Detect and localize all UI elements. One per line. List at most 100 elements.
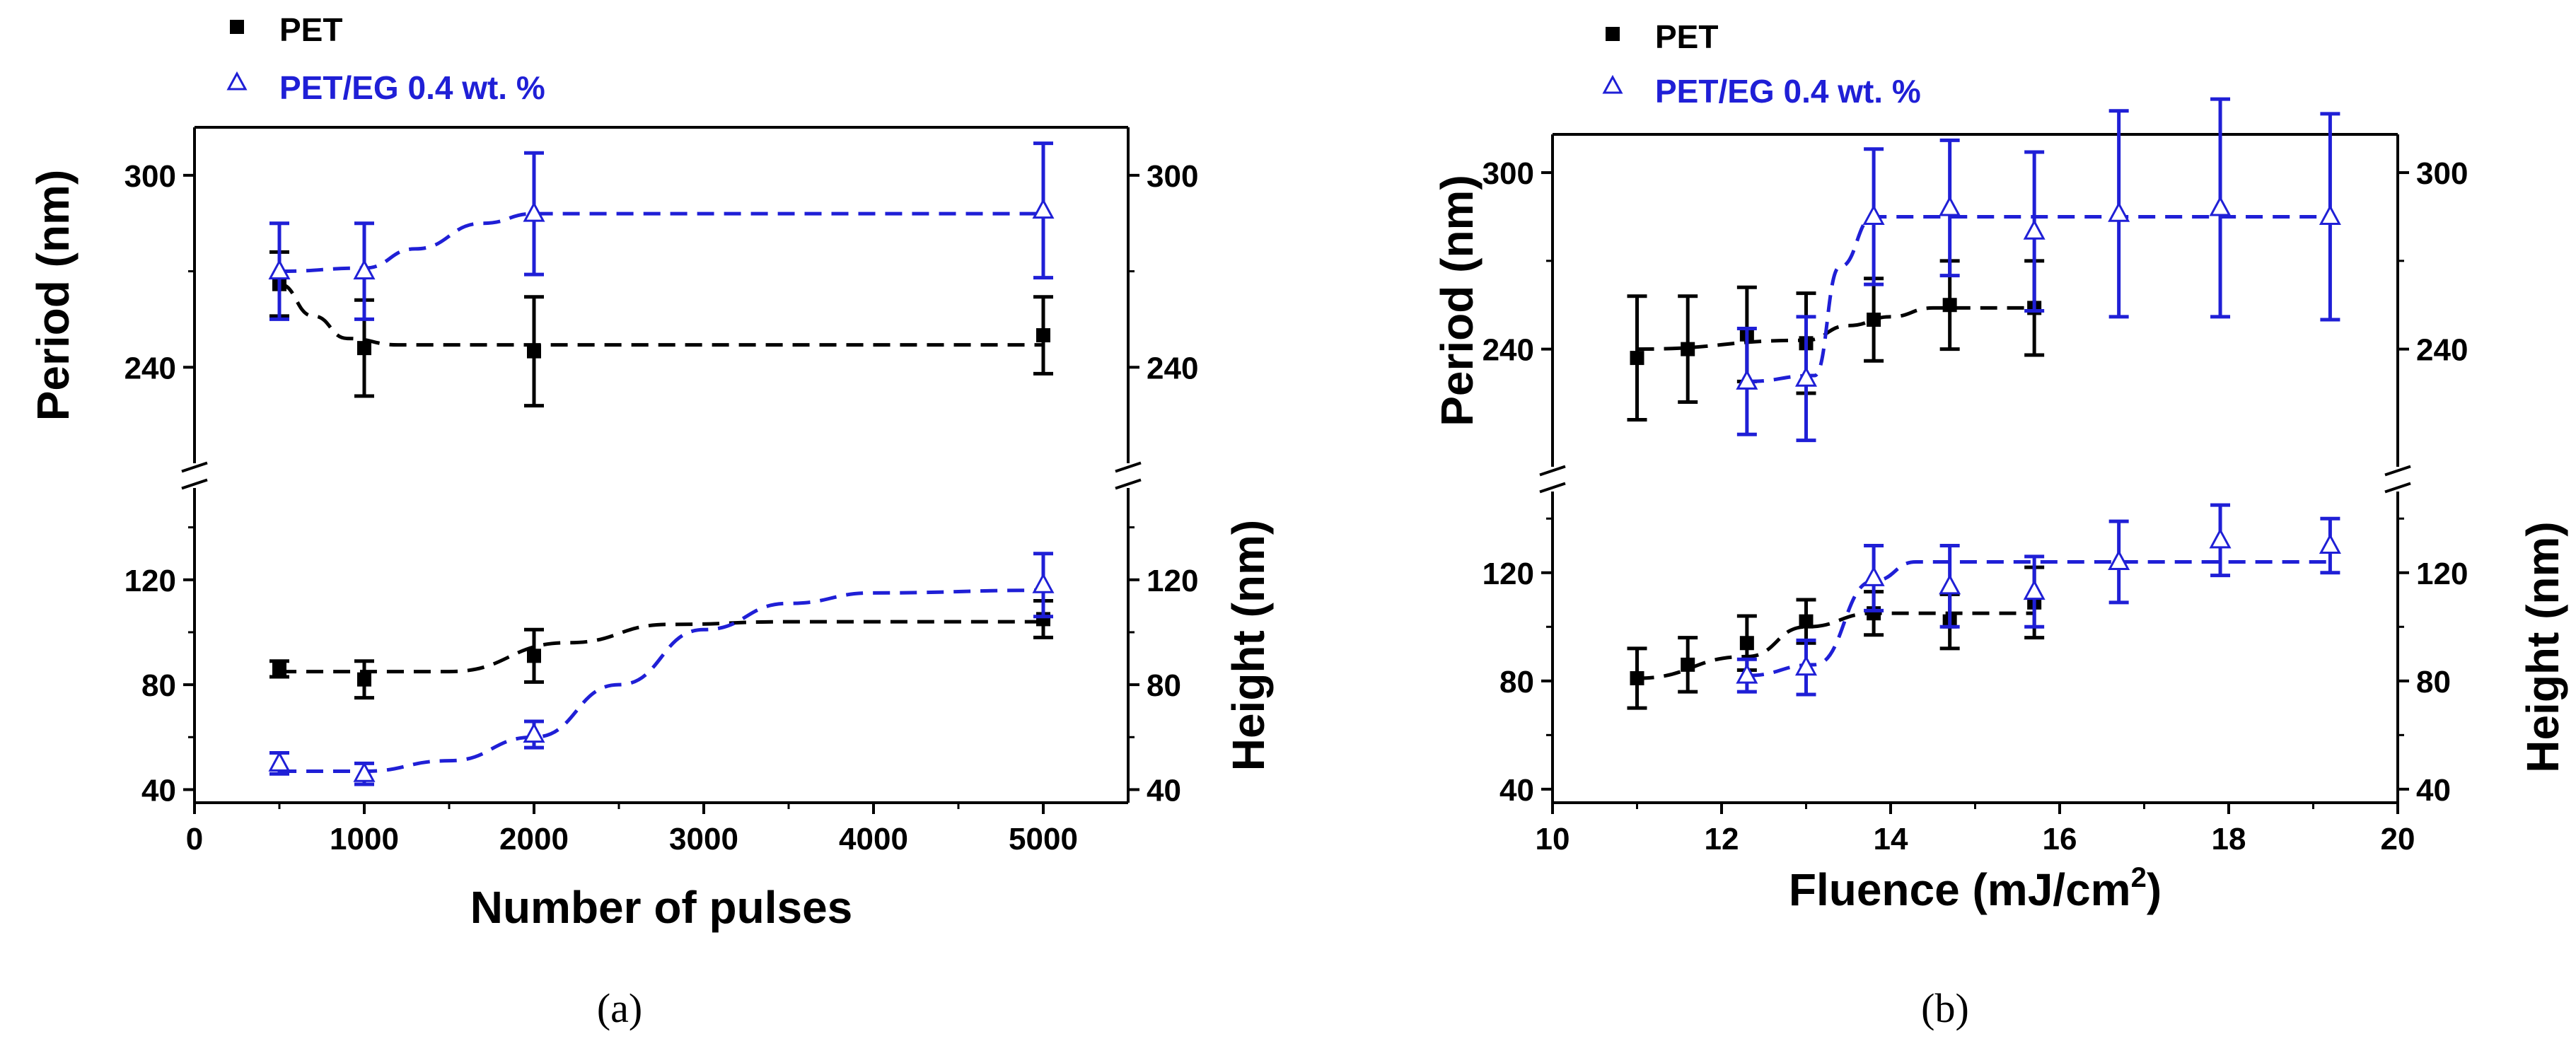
panel-b-data-point-peteg <box>1794 366 1818 387</box>
panel-b-data-point-peteg <box>2319 533 2341 554</box>
panel-b-height-tick-label-right: 40 <box>2416 773 2451 808</box>
panel-a-axis-break-mark <box>1115 478 1142 490</box>
panel-a-period-tick-label-right: 300 <box>1147 159 1198 194</box>
panel-a-legend-label-peteg: PET/EG 0.4 wt. % <box>279 69 545 106</box>
panel-b-x-axis-label-superscript: 2 <box>2131 862 2147 893</box>
panel-b-data-point-peteg <box>2209 195 2232 216</box>
panel-b-series-pet-period <box>1627 259 2045 422</box>
panel-a-data-point-peteg <box>1032 573 1055 593</box>
panel-b-period-tick-label-left: 240 <box>1483 333 1534 368</box>
panel-a-x-tick-label: 2000 <box>499 822 569 856</box>
panel-b-period-tick-label-right: 240 <box>2416 333 2468 368</box>
panel-b-panel-label: (b) <box>1921 985 1969 1031</box>
panel-b-data-point-peteg <box>2023 219 2046 240</box>
panel-b-legend-label-peteg: PET/EG 0.4 wt. % <box>1655 73 1921 110</box>
panel-a-x-tick-label: 0 <box>186 822 203 856</box>
panel-a-data-point-pet <box>272 661 286 676</box>
panel-b-data-point-pet <box>1942 298 1957 313</box>
panel-b-fit-curve <box>1637 611 2035 680</box>
panel-a-data-point-peteg <box>353 259 376 280</box>
panel-a-data-point-peteg <box>523 201 545 222</box>
panel-b-x-tick-label: 12 <box>1705 822 1739 856</box>
panel-b-data-point-pet <box>1739 636 1754 651</box>
panel-a-axis-break-mark <box>181 461 208 473</box>
panel-a-height-tick-label-right: 40 <box>1147 773 1181 808</box>
panel-b-frame <box>1539 133 2411 804</box>
panel-a-data-point-peteg <box>523 722 545 743</box>
panel-b-left-axis-label: Period (nm) <box>1432 175 1483 426</box>
panel-b-data-point-peteg <box>2209 528 2232 549</box>
panel-a-left-axis-label: Period (nm) <box>28 170 79 422</box>
panel-b-legend-marker-pet <box>1606 27 1620 41</box>
panel-b-height-tick-label-left: 80 <box>1499 665 1534 699</box>
panel-b-x-tick-label: 10 <box>1536 822 1570 856</box>
panel-a-data-point-peteg <box>268 751 291 772</box>
panel-b-fit-curve <box>1746 559 2331 678</box>
panel-b-legend: PET PET/EG 0.4 wt. % <box>1602 18 1921 110</box>
panel-a-data-point-peteg <box>1032 198 1055 219</box>
panel-b-x-tick-label: 18 <box>2212 822 2246 856</box>
panel-b-data-point-peteg <box>1736 369 1758 390</box>
panel-a-height-tick-label-right: 120 <box>1147 564 1198 598</box>
panel-b-axis-break-mark <box>2384 482 2411 494</box>
panel-a-legend-marker-peteg <box>226 71 248 91</box>
panel-a-data-point-pet <box>1036 328 1050 343</box>
panel-b-legend-marker-peteg <box>1602 74 1623 94</box>
panel-a-data-point-peteg <box>268 259 291 280</box>
panel-b-data-point-peteg <box>2108 202 2130 222</box>
panel-a-height-tick-label-left: 40 <box>141 773 176 808</box>
panel-a-axis-break-mark <box>181 478 208 490</box>
panel-b-data-point-peteg <box>1862 204 1885 225</box>
panel-b-data-point-pet <box>1681 657 1695 672</box>
panel-a-x-axis-label: Number of pulses <box>470 882 853 933</box>
panel-b-data-point-peteg <box>1939 574 1961 595</box>
panel-b-height-tick-label-right: 80 <box>2416 665 2451 699</box>
panel-a-frame <box>181 126 1142 804</box>
panel-a-data-point-peteg <box>353 762 376 782</box>
panel-b-period-tick-label-right: 300 <box>2416 156 2468 191</box>
panel-b-period-tick-label-left: 300 <box>1483 156 1534 191</box>
panel-a-data-point-pet <box>357 672 371 687</box>
panel-b-data-point-peteg <box>1939 195 1961 216</box>
panel-a-fit-curve <box>279 282 1043 347</box>
panel-b-series-peteg-period <box>1736 97 2341 443</box>
panel-a-x-tick-label: 1000 <box>330 822 399 856</box>
panel-b-data-point-peteg <box>2319 204 2341 225</box>
panel-b-series-pet-height <box>1627 565 2045 710</box>
panel-b-x-tick-label: 14 <box>1874 822 1908 856</box>
panel-b-fit-curve <box>1637 306 2035 351</box>
panel-a-panel-label: (a) <box>597 985 642 1031</box>
panel-b-right-axis-label: Height (nm) <box>2517 521 2568 773</box>
panel-b-axis-break-mark <box>1539 482 1566 494</box>
panel-a-fit-curve <box>279 620 1043 674</box>
panel-b-data-point-peteg <box>1862 566 1885 586</box>
panel-a-series-peteg-period <box>268 141 1055 321</box>
panel-b-data-point-peteg <box>2023 579 2046 600</box>
panel-a-period-tick-label-right: 240 <box>1147 351 1198 385</box>
panel-b-axis-break-mark <box>1539 465 1566 477</box>
panel-b-data-point-pet <box>1630 671 1644 685</box>
panel-b-legend-label-pet: PET <box>1655 18 1718 55</box>
panel-a-chart: 0 1000 2000 3000 4000 5000 240 240 300 300 40 40 80 8… <box>28 11 1274 1031</box>
panel-b-data-point-pet <box>1799 614 1814 629</box>
panel-a-height-tick-label-right: 80 <box>1147 668 1181 703</box>
panel-b-x-tick-label: 20 <box>2381 822 2415 856</box>
panel-a-fit-curve <box>279 211 1043 274</box>
panel-b-x-axis-label: Fluence (mJ/cm2) <box>1789 862 2162 915</box>
panel-a-legend: PET PET/EG 0.4 wt. % <box>226 11 545 106</box>
panel-b-data-point-peteg <box>1736 663 1758 684</box>
panel-b-data-point-pet <box>1630 351 1644 366</box>
panel-a-x-tick-label: 5000 <box>1009 822 1078 856</box>
panel-a-right-axis-label: Height (nm) <box>1223 520 1274 772</box>
panel-b-axis-break-mark <box>2384 465 2411 477</box>
panel-a-data-point-pet <box>527 344 541 359</box>
panel-a-height-tick-label-left: 120 <box>124 564 176 598</box>
panel-a-height-tick-label-left: 80 <box>141 668 176 703</box>
panel-a-x-tick-label: 3000 <box>669 822 738 856</box>
panel-b-height-tick-label-left: 120 <box>1483 557 1534 591</box>
panel-b-fit-curve <box>1746 214 2331 383</box>
panel-b-height-tick-label-left: 40 <box>1499 773 1534 808</box>
panel-b-data-point-pet <box>1681 342 1695 356</box>
panel-b-chart: 10 12 14 16 18 20 240 240 300 300 40 40 80 80 120 120 Fl… <box>1432 18 2568 1031</box>
